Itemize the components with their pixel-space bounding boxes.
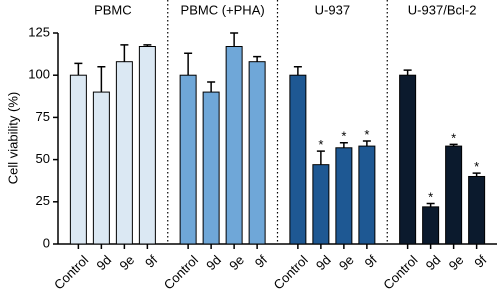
x-tick-label: Control — [271, 252, 311, 292]
bar — [468, 175, 486, 245]
y-tick-label: 50 — [36, 151, 50, 166]
error-bar — [120, 44, 129, 62]
x-tick-label: 9d — [203, 252, 224, 273]
significance-marker: * — [428, 189, 433, 204]
error-bar — [253, 55, 262, 62]
error-bar — [74, 62, 83, 76]
bar — [115, 61, 133, 245]
y-axis-label: Cell viability (%) — [5, 92, 20, 184]
x-tick-label: 9f — [362, 252, 381, 271]
x-tick-label: 9e — [446, 252, 467, 273]
bar — [312, 164, 330, 245]
panel-title: U-937/Bcl-2 — [408, 2, 477, 17]
bar — [399, 74, 417, 245]
bar — [445, 145, 463, 245]
x-tick-label: 9f — [471, 252, 490, 271]
error-bar — [316, 150, 325, 165]
x-tick-label: Control — [161, 252, 201, 292]
y-tick-label: 0 — [43, 235, 50, 250]
error-bar — [403, 69, 412, 76]
error-bar — [362, 140, 371, 147]
error-bar — [97, 66, 106, 93]
significance-marker: * — [318, 137, 323, 152]
x-tick-label: 9d — [93, 252, 114, 273]
x-tick-label: 9f — [252, 252, 271, 271]
significance-marker: * — [341, 129, 346, 144]
error-bar — [230, 32, 239, 47]
x-tick-label: 9f — [142, 252, 161, 271]
x-tick-label: 9d — [313, 252, 334, 273]
significance-marker: * — [451, 130, 456, 145]
error-bar — [293, 66, 302, 76]
significance-marker: * — [364, 127, 369, 142]
x-tick-label: 9e — [226, 252, 247, 273]
error-bar — [449, 143, 458, 147]
y-tick-label: 125 — [28, 24, 50, 39]
x-tick-label: 9d — [423, 252, 444, 273]
error-bar — [143, 44, 152, 47]
panel-title: PBMC (+PHA) — [181, 2, 265, 17]
error-bar — [339, 141, 348, 148]
bar — [248, 61, 266, 245]
panel-title: PBMC — [94, 2, 132, 17]
x-tick-label: 9e — [336, 252, 357, 273]
error-bar — [207, 81, 216, 93]
y-tick-label: 75 — [36, 109, 50, 124]
error-bar — [426, 202, 435, 207]
bar — [69, 74, 87, 245]
bar — [138, 46, 156, 245]
bar — [179, 74, 197, 245]
bar — [335, 147, 353, 245]
bar — [289, 74, 307, 245]
x-tick-label: Control — [51, 252, 91, 292]
bar — [358, 145, 376, 245]
bar — [92, 91, 110, 245]
x-tick-label: Control — [380, 252, 420, 292]
panel-title: U-937 — [315, 2, 350, 17]
bar — [422, 206, 440, 245]
y-tick-label: 100 — [28, 67, 50, 82]
x-tick-label: 9e — [116, 252, 137, 273]
bar — [202, 91, 220, 245]
significance-marker: * — [474, 159, 479, 174]
y-tick-label: 25 — [36, 193, 50, 208]
error-bar — [184, 52, 193, 76]
error-bar — [472, 172, 481, 177]
bar — [225, 46, 243, 245]
